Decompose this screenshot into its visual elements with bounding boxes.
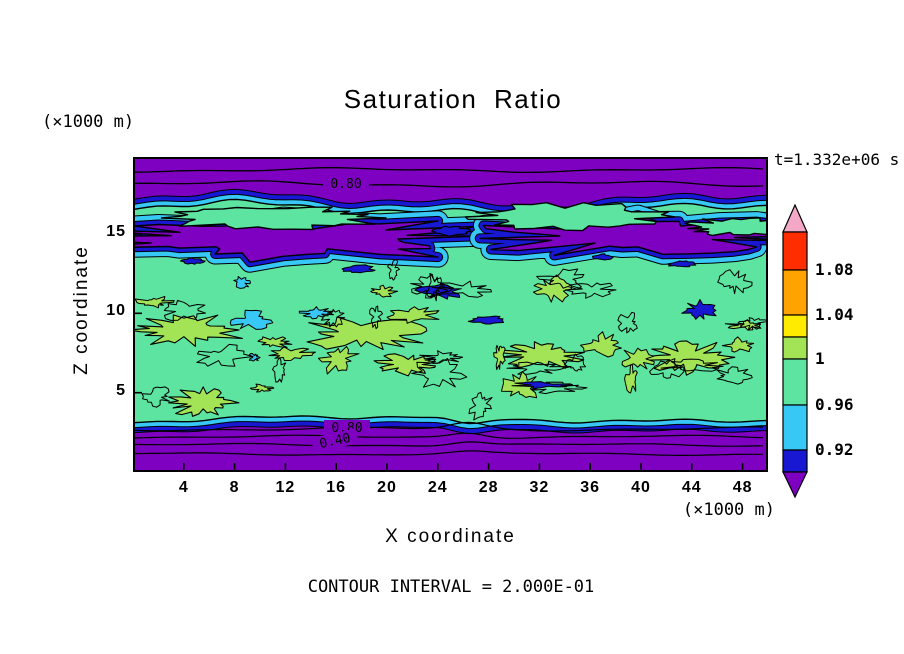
x-tick-label: 48 (732, 479, 753, 496)
contour-label-top: 0.80 (323, 176, 369, 192)
x-tick-label: 16 (326, 479, 347, 496)
x-tick-label: 20 (377, 479, 397, 496)
colorbar-svg (781, 203, 811, 500)
x-tick-label: 24 (427, 479, 448, 496)
x-tick-label: 32 (529, 479, 550, 496)
colorbar-tick-label: 1.04 (815, 305, 854, 324)
x-axis-unit-label: (×1000 m) (682, 500, 775, 520)
plot-title: Saturation Ratio (343, 84, 563, 114)
svg-text:0.40: 0.40 (318, 431, 352, 452)
y-axis-unit-label: (×1000 m) (42, 112, 135, 132)
contour-field: 0.80 0.80 0.40 (133, 157, 768, 472)
contour-interval-label: CONTOUR INTERVAL = 2.000E-01 (307, 577, 595, 597)
colorbar-tick-label: 0.96 (815, 395, 854, 414)
x-tick-label: 4 (178, 479, 189, 496)
x-tick-label: 12 (275, 479, 296, 496)
colorbar-tick-label: 1.08 (815, 260, 854, 279)
time-annotation: t=1.332e+06 s (774, 150, 900, 169)
colorbar-tick-label: 0.92 (815, 440, 854, 459)
x-tick-label: 40 (631, 479, 651, 496)
y-tick-label: 10 (106, 302, 126, 320)
y-tick-label: 15 (106, 222, 126, 240)
x-tick-label: 8 (229, 479, 240, 496)
contour-label-bottom-040: 0.40 (310, 428, 359, 453)
colorbar-tick-label: 1 (815, 349, 825, 368)
x-tick-label: 36 (580, 479, 601, 496)
x-tick-label: 44 (681, 479, 702, 496)
y-tick-label: 5 (116, 381, 126, 399)
x-axis-title: X coordinate (385, 526, 516, 547)
svg-text:0.80: 0.80 (330, 177, 361, 192)
x-tick-label: 28 (478, 479, 499, 496)
